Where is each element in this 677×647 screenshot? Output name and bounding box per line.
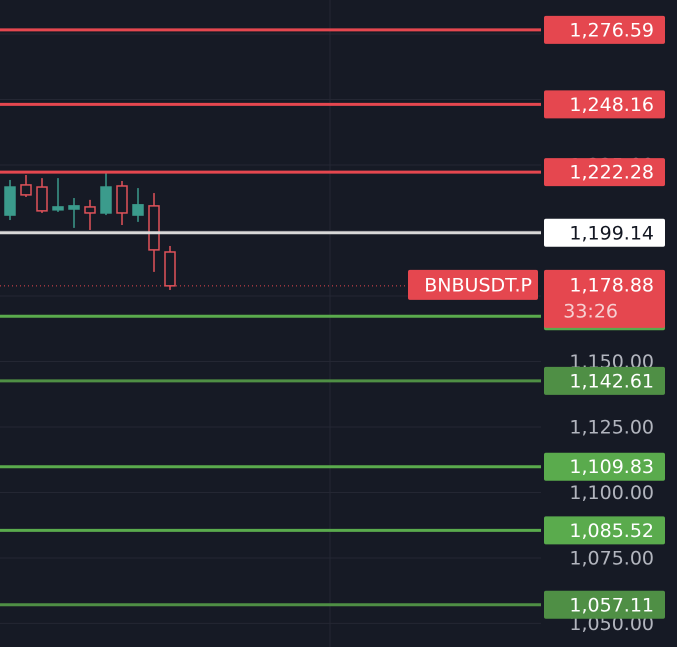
candle-body [36, 186, 48, 212]
level-label: 1,057.11 [569, 594, 654, 616]
level-label: 1,199.14 [569, 222, 654, 244]
candle-body [100, 186, 112, 214]
level-tag [544, 590, 665, 619]
y-tick-label: 1,125.00 [569, 416, 654, 438]
level-tag [544, 366, 665, 395]
level-label: 1,248.16 [569, 94, 654, 116]
candle-body [148, 205, 160, 251]
level-label: 1,222.28 [569, 162, 654, 184]
candle-body [20, 184, 32, 196]
y-tick-label: 1,100.00 [569, 482, 654, 504]
countdown-label: 33:26 [563, 300, 618, 322]
level-label: 1,085.52 [569, 520, 654, 542]
candle-body [132, 204, 144, 216]
level-label: 1,142.61 [569, 370, 654, 392]
candle-body [116, 185, 128, 214]
level-label: 1,109.83 [569, 456, 654, 478]
candle-body [164, 251, 176, 287]
level-tag [544, 516, 665, 545]
current-price-tag [544, 269, 665, 328]
level-tag [544, 158, 665, 187]
symbol-tag [408, 269, 538, 300]
level-tag [544, 452, 665, 481]
level-tag [544, 90, 665, 119]
level-tag [544, 15, 665, 44]
y-tick-label: 1,075.00 [569, 547, 654, 569]
candle-body [52, 206, 64, 211]
candle-body [84, 206, 96, 214]
candle-body [68, 205, 80, 210]
candle-body [4, 186, 16, 216]
current-price-label: 1,178.88 [569, 274, 654, 296]
symbol-label: BNBUSDT.P [424, 274, 532, 296]
level-label: 1,276.59 [569, 19, 654, 41]
level-tag [544, 218, 665, 247]
